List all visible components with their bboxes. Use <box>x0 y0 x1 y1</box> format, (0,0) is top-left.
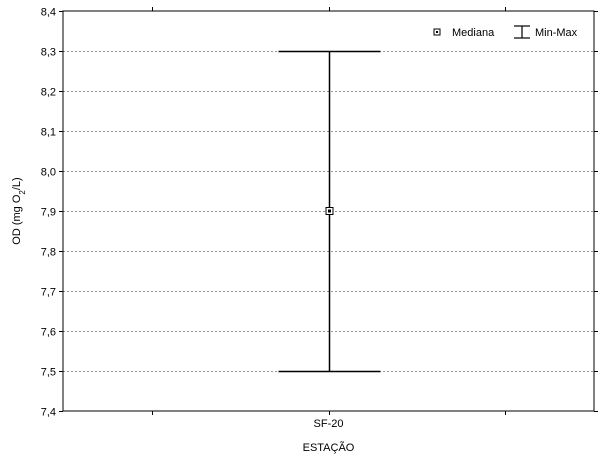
y-axis-ticks: 7,4 7,5 7,6 7,7 7,8 7,9 8,0 8,1 8,2 8,3 8,4 <box>41 7 598 419</box>
y-tick-label: 7,7 <box>41 287 56 299</box>
y-axis-title-pre: OD (mg O <box>11 194 23 245</box>
legend-median-marker-center <box>436 31 438 33</box>
legend-label-minmax: Min-Max <box>535 27 578 39</box>
y-tick-label: 8,2 <box>41 87 56 99</box>
data-marks <box>278 50 381 373</box>
y-tick-label: 7,8 <box>41 247 56 259</box>
x-axis-ticks: SF-20 <box>152 7 506 430</box>
legend: Mediana Min-Max <box>433 25 578 39</box>
y-axis-title-post: /L) <box>11 177 23 190</box>
y-axis-title: OD (mg O2/L) <box>11 177 27 244</box>
x-tick-label: SF-20 <box>314 418 344 430</box>
y-tick-label: 7,4 <box>41 407 56 419</box>
y-tick-label: 8,4 <box>41 7 56 19</box>
y-tick-label: 7,5 <box>41 367 56 379</box>
x-axis-title: ESTAÇÃO <box>303 441 355 454</box>
y-axis-title-subscript: 2 <box>18 190 27 195</box>
median-marker-center <box>328 209 331 213</box>
y-tick-label: 8,1 <box>41 127 56 139</box>
y-tick-label: 8,3 <box>41 47 56 59</box>
y-tick-label: 8,0 <box>41 167 56 179</box>
y-tick-label: 7,9 <box>41 207 56 219</box>
legend-label-median: Mediana <box>452 27 495 39</box>
y-tick-label: 7,6 <box>41 327 56 339</box>
